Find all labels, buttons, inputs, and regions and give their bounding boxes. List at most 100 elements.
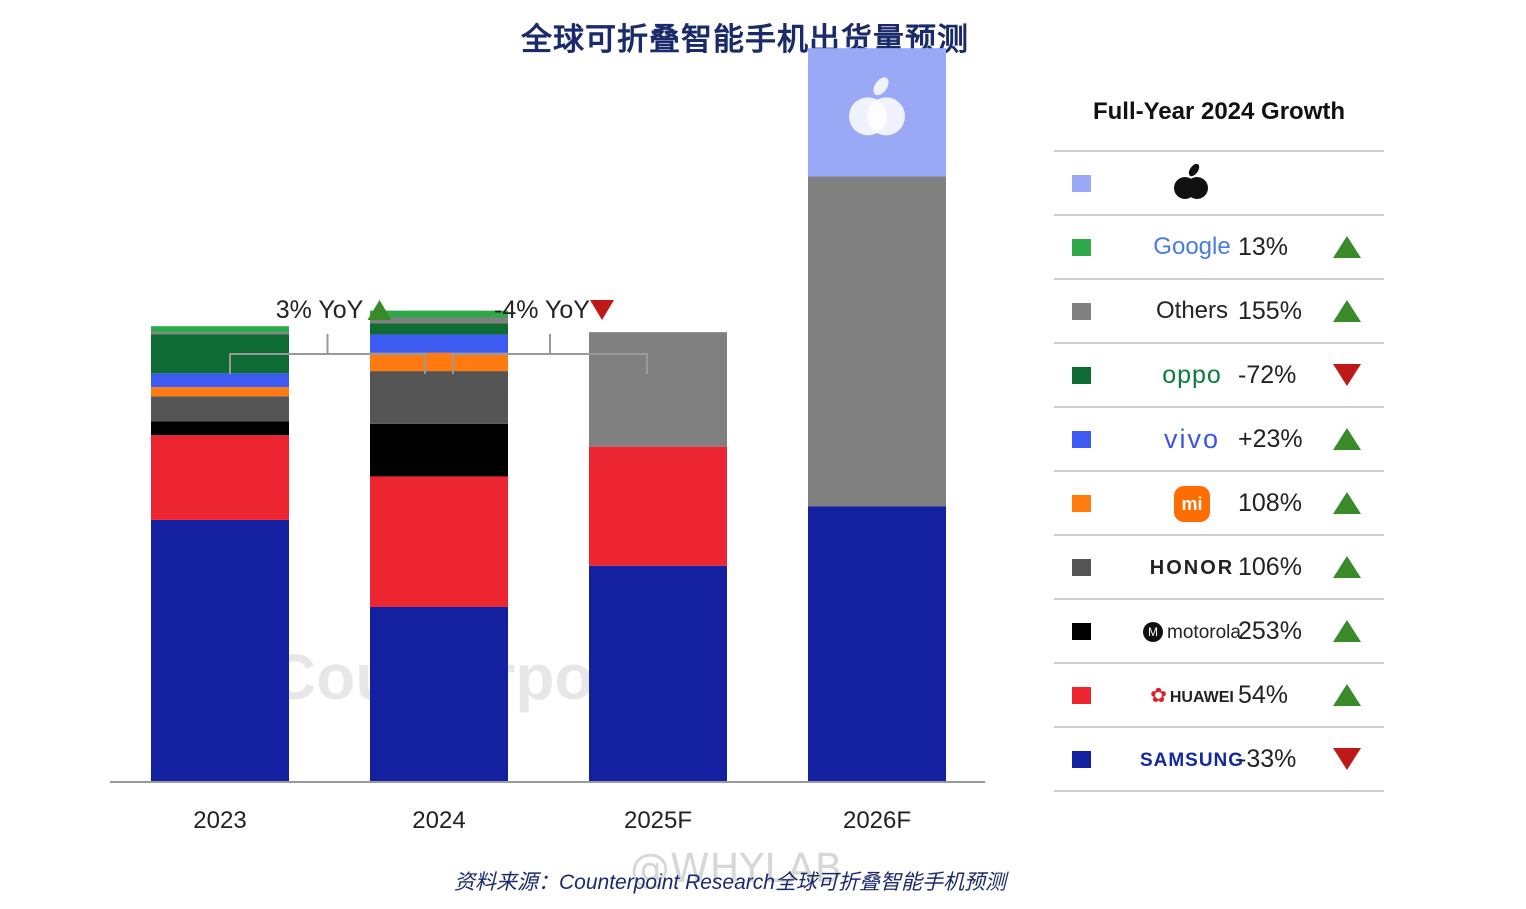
up-arrow-icon xyxy=(1333,620,1361,642)
bar-segment-samsung-2023 xyxy=(151,519,289,781)
legend-logo-google: Google xyxy=(1116,216,1268,278)
legend-growth-value: +23% xyxy=(1238,425,1303,453)
legend-logo-oppo: oppo xyxy=(1116,344,1268,406)
up-arrow-icon xyxy=(1333,492,1361,514)
legend-row-oppo: oppo -72% xyxy=(1054,344,1384,408)
bar-segment-google-2023 xyxy=(151,326,289,333)
legend-growth-value: 106% xyxy=(1238,553,1302,581)
down-arrow-icon xyxy=(1333,364,1361,386)
legend-growth-value: 13% xyxy=(1238,233,1289,261)
yoy-bracket-2: -4% YoY xyxy=(452,296,648,374)
x-axis-labels: 2023 2024 2025F 2026F xyxy=(193,807,911,834)
legend-logo-honor: HONOR xyxy=(1116,536,1268,598)
x-tick-label-2024: 2024 xyxy=(412,807,465,834)
bar-segment-huawei-2025f xyxy=(589,446,727,566)
legend-row-xiaomi: mi 108% xyxy=(1054,472,1384,536)
legend-row-others: Others 155% xyxy=(1054,280,1384,344)
legend-logo-text: vivo xyxy=(1163,424,1220,454)
yoy-label-1: 3% YoY xyxy=(276,296,364,324)
yoy-brackets: 3% YoY -4% YoY xyxy=(229,296,648,374)
legend-swatch-vivo xyxy=(1072,431,1091,448)
apple-logo-icon xyxy=(849,77,905,136)
legend-growth-value: 253% xyxy=(1238,617,1302,645)
legend-logo-vivo: vivo xyxy=(1116,408,1268,470)
legend-swatch-others xyxy=(1072,303,1091,320)
xiaomi-logo-icon: mi xyxy=(1116,472,1268,534)
legend-swatch-oppo xyxy=(1072,367,1091,384)
growth-legend-table: Full-Year 2024 Growth Google 13% Others 155… xyxy=(1054,92,1384,792)
bar-segment-motorola-2024 xyxy=(370,423,508,477)
up-arrow-icon xyxy=(1333,556,1361,578)
bar-segment-samsung-2024 xyxy=(370,606,508,781)
legend-rows: Google 13% Others 155% oppo -72% vivo +23% mi 108… xyxy=(1054,152,1384,792)
legend-logo-huawei: ✿ HUAWEI xyxy=(1116,664,1268,726)
bar-segment-samsung-2026f xyxy=(808,506,946,781)
legend-logo-text: HONOR xyxy=(1149,557,1235,579)
legend-logo-text: Others xyxy=(1155,297,1229,324)
bar-segment-motorola-2023 xyxy=(151,421,289,436)
legend-swatch-apple xyxy=(1072,175,1091,192)
legend-logo-samsung: SAMSUNG xyxy=(1116,728,1268,790)
legend-logo-text: HUAWEI xyxy=(1169,689,1234,706)
legend-row-honor: HONOR 106% xyxy=(1054,536,1384,600)
stacked-bar-chart: 2023 2024 2025F 2026F 3% YoY -4% YoY xyxy=(110,48,985,834)
x-tick-label-2026f: 2026F xyxy=(843,807,911,834)
legend-row-huawei: ✿ HUAWEI 54% xyxy=(1054,664,1384,728)
legend-row-vivo: vivo +23% xyxy=(1054,408,1384,472)
bar-segment-others-2026f xyxy=(808,176,946,507)
apple-icon xyxy=(1116,152,1268,214)
bar-segment-huawei-2024 xyxy=(370,476,508,607)
legend-growth-value: -72% xyxy=(1238,361,1297,389)
bar-segment-vivo-2023 xyxy=(151,373,289,388)
yoy-bracket-1: 3% YoY xyxy=(229,296,426,374)
legend-title: Full-Year 2024 Growth xyxy=(1054,92,1384,152)
bar-segment-vivo-2024 xyxy=(370,334,508,353)
x-tick-label-2023: 2023 xyxy=(193,807,246,834)
legend-swatch-google xyxy=(1072,239,1091,256)
legend-logo-others: Others xyxy=(1116,280,1268,342)
bar-segment-oppo-2024 xyxy=(370,323,508,335)
x-tick-label-2025f: 2025F xyxy=(624,807,692,834)
legend-growth-value: 108% xyxy=(1238,489,1302,517)
bar-segment-others-2023 xyxy=(151,332,289,335)
legend-logo-text: mi xyxy=(1174,485,1210,522)
legend-swatch-xiaomi xyxy=(1072,495,1091,512)
bar-segment-others-2024 xyxy=(370,317,508,324)
legend-row-google: Google 13% xyxy=(1054,216,1384,280)
legend-swatch-motorola xyxy=(1072,623,1091,640)
huawei-flower-icon: ✿ xyxy=(1150,685,1167,707)
bar-segment-others-2025f xyxy=(589,332,727,447)
down-arrow-icon xyxy=(1333,748,1361,770)
weibo-watermark: @WHYLAB xyxy=(630,846,843,892)
legend-logo-text: SAMSUNG xyxy=(1139,750,1245,771)
up-arrow-icon xyxy=(1333,236,1361,258)
up-arrow-icon xyxy=(1333,684,1361,706)
bar-segment-xiaomi-2024 xyxy=(370,352,508,372)
down-arrow-icon xyxy=(590,300,614,320)
up-arrow-icon xyxy=(1333,300,1361,322)
legend-swatch-huawei xyxy=(1072,687,1091,704)
legend-row-samsung: SAMSUNG -33% xyxy=(1054,728,1384,792)
bar-segment-honor-2023 xyxy=(151,396,289,422)
legend-swatch-samsung xyxy=(1072,751,1091,768)
legend-growth-value: 54% xyxy=(1238,681,1289,709)
legend-swatch-honor xyxy=(1072,559,1091,576)
legend-logo-text: motorola xyxy=(1167,622,1241,643)
motorola-m-icon: M xyxy=(1143,621,1164,642)
legend-logo-text: Google xyxy=(1153,233,1231,260)
up-arrow-icon xyxy=(367,300,392,320)
legend-row-apple xyxy=(1054,152,1384,216)
yoy-label-2: -4% YoY xyxy=(494,296,590,324)
bar-segment-honor-2024 xyxy=(370,371,508,424)
up-arrow-icon xyxy=(1333,428,1361,450)
legend-growth-value: -33% xyxy=(1238,745,1297,773)
bar-segment-samsung-2025f xyxy=(589,565,727,781)
bar-segment-google-2024 xyxy=(370,310,508,318)
legend-logo-text: oppo xyxy=(1162,361,1222,389)
source-note: 资料来源：Counterpoint Research全球可折叠智能手机预测 xyxy=(454,871,1006,894)
bar-group xyxy=(151,48,946,781)
bar-segment-xiaomi-2023 xyxy=(151,387,289,397)
bar-segment-huawei-2023 xyxy=(151,435,289,520)
